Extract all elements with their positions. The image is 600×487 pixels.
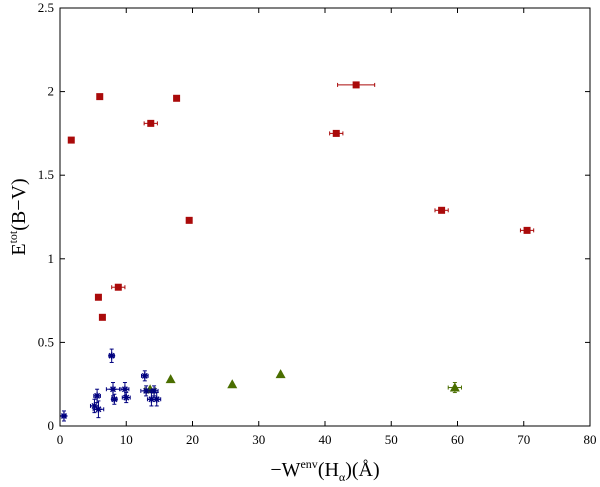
star-marker [94,392,101,399]
y-tick-label: 0.5 [38,334,54,349]
square-point [96,93,104,101]
square-marker [173,94,181,102]
x-tick-label: 50 [385,432,398,447]
star-marker [153,396,160,403]
star-point [152,392,162,407]
square-point [98,313,106,321]
triangle-point [447,382,462,394]
star-point [110,393,118,405]
y-tick-label: 1.5 [38,167,54,182]
star-marker [110,386,116,393]
data-marks [60,81,535,422]
y-tick-label: 0 [48,418,55,433]
square-point [519,226,535,234]
star-marker [143,387,150,394]
square-point [337,81,376,89]
square-marker [352,81,360,89]
square-point [67,136,75,144]
y-axis-label: Etot(B−V) [6,178,30,255]
square-point [329,129,344,137]
square-marker [523,226,531,234]
x-tick-label: 60 [451,432,464,447]
square-point [434,206,449,214]
square-marker [185,216,193,224]
triangle-marker [165,374,176,384]
x-tick-label: 40 [319,432,332,447]
square-point [94,293,102,301]
star-marker [60,412,67,419]
y-tick-label: 2 [48,84,55,99]
x-tick-label: 20 [186,432,199,447]
star-marker [151,387,158,394]
square-point [111,283,126,291]
square-marker [332,129,340,137]
star-point [105,382,121,397]
square-marker [67,136,75,144]
triangle-point [165,374,176,384]
square-point [143,119,158,127]
star-marker [111,396,118,403]
star-marker [108,352,115,359]
square-marker [98,313,106,321]
star-point [121,392,131,404]
y-tick-label: 2.5 [38,0,54,15]
square-marker [147,119,155,127]
x-tick-label: 0 [57,432,64,447]
x-tick-label: 10 [120,432,133,447]
triangle-marker [227,379,238,389]
star-point [60,410,68,422]
x-axis-label: −Wenv(Hα)(Å) [270,457,379,484]
square-marker [96,93,104,101]
square-point [185,216,193,224]
star-point [140,370,149,382]
triangle-marker [275,369,286,379]
triangle-point [275,369,286,379]
plot-area [59,7,591,427]
triangle-marker [449,382,460,392]
star-marker [121,386,128,393]
x-tick-label: 70 [517,432,530,447]
star-point [93,388,101,404]
x-tick-label: 80 [584,432,597,447]
square-marker [438,206,446,214]
star-marker [95,406,102,413]
star-marker [123,394,130,401]
star-point [92,400,105,419]
square-point [173,94,181,102]
y-tick-label: 1 [48,251,55,266]
star-marker [141,372,148,379]
x-axis: 0 10 20 30 40 50 60 70 80 [57,8,597,447]
x-tick-label: 30 [252,432,265,447]
square-marker [114,283,122,291]
y-axis: 0 0.5 1 1.5 2 2.5 [38,0,590,433]
triangle-point [227,379,238,389]
star-point [108,348,116,363]
square-marker [94,293,102,301]
